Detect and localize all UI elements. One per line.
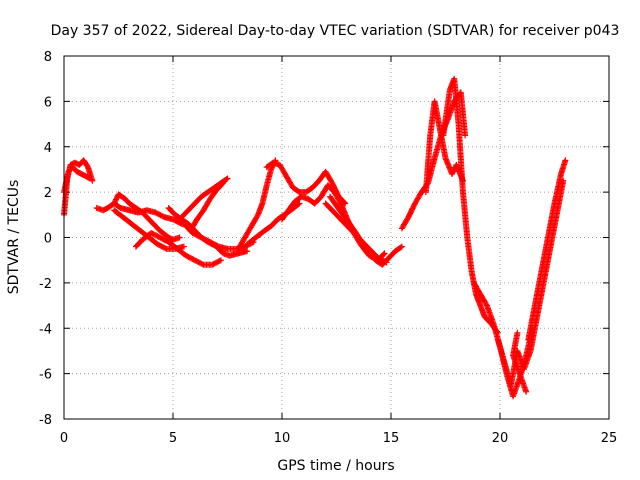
x-tick-label: 0 [60,431,68,446]
series-track-19 [440,75,501,336]
data-point [224,175,231,182]
y-tick-label: 4 [44,141,52,156]
series-track-13 [263,159,349,207]
data-point [223,176,230,183]
data-point [483,301,490,308]
x-tick-label: 20 [492,431,509,446]
y-tick-label: 0 [44,232,52,247]
data-point [295,201,302,208]
series-track-3 [93,191,183,243]
y-tick-label: -6 [39,368,52,383]
series-track-11 [235,157,279,252]
data-point [180,243,187,250]
series-track-9 [187,180,227,234]
data-point [398,243,405,250]
series-track-16 [322,200,390,266]
x-tick-label: 15 [383,431,400,446]
series-track-15 [326,193,405,268]
data-point [220,180,227,187]
data-point [87,175,94,182]
series-track-5 [111,200,194,230]
y-tick-label: -4 [39,322,52,337]
series-track-6 [132,229,224,268]
series-track-22 [525,157,569,343]
chart-title: Day 357 of 2022, Sidereal Day-to-day VTE… [51,23,620,39]
series-track-23 [510,329,530,395]
y-tick-label: -8 [39,413,52,428]
data-point [523,388,530,395]
data-point [462,132,469,139]
y-axis-label: SDTVAR / TECUs [6,180,22,295]
data-point [380,251,387,258]
x-axis-label: GPS time / hours [277,458,394,474]
data-point [296,200,303,207]
data-point [162,245,169,252]
data-point [383,259,390,266]
data-point [562,157,569,164]
x-tick-label: 25 [601,431,618,446]
y-tick-label: 2 [44,186,52,201]
data-marks [61,75,569,400]
y-tick-label: -2 [39,277,52,292]
y-tick-label: 6 [44,95,52,110]
x-tick-label: 5 [169,431,177,446]
data-point [244,248,251,255]
data-point [219,181,226,188]
data-point [176,234,183,241]
y-tick-label: 8 [44,50,52,65]
data-point [216,257,223,264]
data-point [381,250,388,257]
data-point [217,257,224,264]
data-point [397,244,404,251]
grid [64,56,609,419]
data-point [199,261,206,268]
data-point [382,258,389,265]
series-track-21 [494,177,567,388]
axis-ticks: 0 5 10 15 20 25 -8 -6 -4 -2 0 2 4 6 8 [39,50,617,446]
plot-frame [63,55,610,420]
x-tick-label: 10 [274,431,291,446]
